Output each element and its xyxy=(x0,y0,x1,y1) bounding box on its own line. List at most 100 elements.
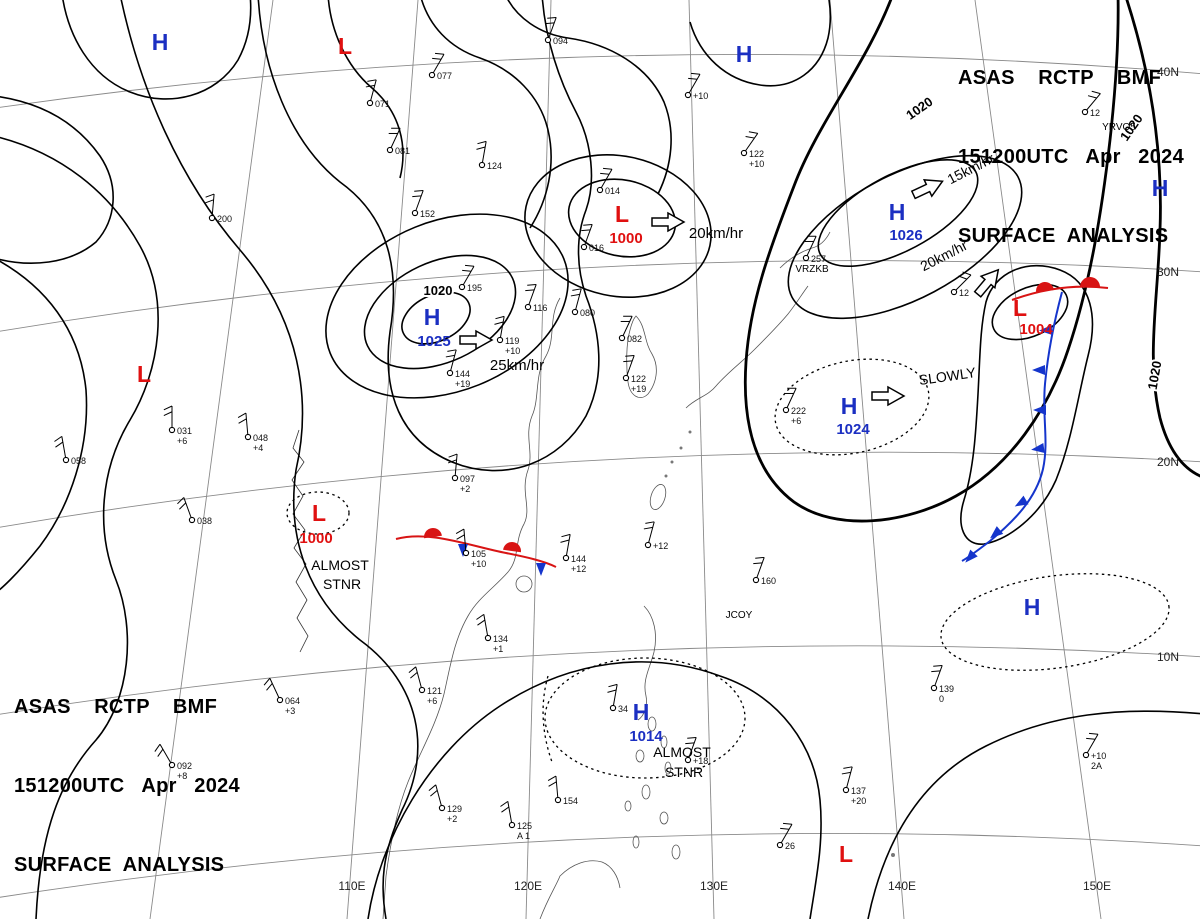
graticule-labels: 40N 30N 20N 10N 110E 120E 130E 140E 150E xyxy=(338,65,1179,893)
wind-barb xyxy=(555,776,559,801)
wind-barb-tick xyxy=(266,683,273,691)
station-value: 105 xyxy=(471,549,486,559)
wind-barb xyxy=(481,141,487,166)
station-value: 124 xyxy=(487,161,502,171)
wind-barb-tick xyxy=(494,321,504,325)
wind-barb-tick xyxy=(157,748,164,757)
station-circle-icon xyxy=(622,374,630,382)
station-value: 34 xyxy=(618,704,628,714)
station-value: 144 xyxy=(571,554,586,564)
wind-barb-tick xyxy=(464,264,475,267)
station-value-2: A 1 xyxy=(517,831,530,841)
wind-barb xyxy=(612,684,618,709)
wind-barb xyxy=(369,79,377,104)
cold-front-symbol xyxy=(965,549,978,563)
station-plot: 016 xyxy=(580,223,604,253)
station-value: +10 xyxy=(1091,751,1106,761)
wind-barb-tick xyxy=(780,827,790,830)
pressure-value: 1004 xyxy=(1019,321,1053,338)
station-circle-icon xyxy=(508,821,516,829)
wind-barb xyxy=(414,190,424,214)
wind-barb xyxy=(547,17,557,41)
wind-barb-tick xyxy=(685,742,695,745)
annotation-text: YRVO5 xyxy=(1102,122,1136,133)
valid-time: 151200UTC Apr 2024 xyxy=(958,145,1184,168)
station-value: +18 xyxy=(693,756,708,766)
wind-barb xyxy=(507,801,513,826)
station-circle-icon xyxy=(524,303,532,311)
station-value: 016 xyxy=(589,243,604,253)
movement-arrows xyxy=(459,178,1000,407)
station-value: 097 xyxy=(460,474,475,484)
station-value-2: 0 xyxy=(939,694,944,704)
wind-barb-tick xyxy=(55,441,64,448)
wind-barb-tick xyxy=(163,405,173,411)
wind-barb-tick xyxy=(782,822,793,825)
wind-barb xyxy=(599,168,613,191)
wind-barb-tick xyxy=(608,683,618,688)
wind-barb-tick xyxy=(428,784,437,791)
wind-barb xyxy=(461,265,475,288)
station-value-2: +10 xyxy=(749,159,764,169)
station-value: 031 xyxy=(177,426,192,436)
annotation-text: STNR xyxy=(323,576,361,592)
coast-japan xyxy=(685,285,809,409)
station-plot: 081 xyxy=(386,127,410,156)
station-circle-icon xyxy=(208,214,216,222)
station-circle-icon xyxy=(930,684,938,692)
station-plot: 071 xyxy=(365,79,390,109)
wind-barb-tick xyxy=(560,539,570,543)
station-plot: 12 xyxy=(1081,90,1101,118)
title-block-bottom: ASAS RCTP BMF 151200UTC Apr 2024 SURFACE… xyxy=(14,641,240,905)
station-circle-icon xyxy=(562,554,570,562)
station-circle-icon xyxy=(1081,108,1089,116)
station-plot: 134+1 xyxy=(476,613,508,654)
station-plot: 094 xyxy=(544,16,568,46)
cold-front-symbol xyxy=(536,563,546,576)
annotation-text: SLOWLY xyxy=(918,364,978,388)
station-circle-icon xyxy=(496,336,504,344)
wind-barb-tick xyxy=(527,283,537,286)
wind-barb-tick xyxy=(583,223,593,226)
wind-barb-tick xyxy=(237,412,247,419)
station-circle-icon xyxy=(462,549,470,557)
station-value: 139 xyxy=(939,684,954,694)
station-plot: 144+19 xyxy=(445,349,470,389)
cold-front-symbol xyxy=(1039,325,1053,335)
isobar-label: 1020 xyxy=(1145,360,1165,391)
wind-barb-tick xyxy=(748,131,758,134)
wind-barb-tick xyxy=(477,619,486,626)
station-value: 152 xyxy=(420,209,435,219)
station-plot: 124 xyxy=(476,140,502,171)
wind-barb xyxy=(527,284,537,308)
station-value-2: +8 xyxy=(177,771,187,781)
station-value-2: +10 xyxy=(505,346,520,356)
station-value: 26 xyxy=(785,841,795,851)
wind-barb xyxy=(245,413,249,438)
station-value: 222 xyxy=(791,406,806,416)
station-circle-icon xyxy=(244,433,252,441)
wind-barb-tick xyxy=(570,293,580,297)
station-plot: 014 xyxy=(596,167,620,196)
wind-barb-tick xyxy=(600,172,610,175)
wind-barb-tick xyxy=(962,271,972,276)
pressure-value: 1026 xyxy=(889,227,922,244)
station-circle-icon xyxy=(168,761,176,769)
annotation-text: ALMOST xyxy=(311,557,369,573)
station-value-2: +6 xyxy=(791,416,801,426)
station-value: +10 xyxy=(693,91,708,101)
station-value: 038 xyxy=(197,516,212,526)
station-value: 122 xyxy=(749,149,764,159)
station-circle-icon xyxy=(484,634,492,642)
station-plot: 122+10 xyxy=(740,131,764,169)
low-center: L xyxy=(137,361,151,387)
station-plot: 038 xyxy=(177,497,212,526)
lon-label: 110E xyxy=(338,879,365,893)
station-plot: 122+19 xyxy=(622,354,646,394)
wind-barb-tick xyxy=(445,354,455,358)
station-plot: 160 xyxy=(752,556,776,586)
station-plot: 154 xyxy=(547,775,578,806)
station-circle-icon xyxy=(446,369,454,377)
